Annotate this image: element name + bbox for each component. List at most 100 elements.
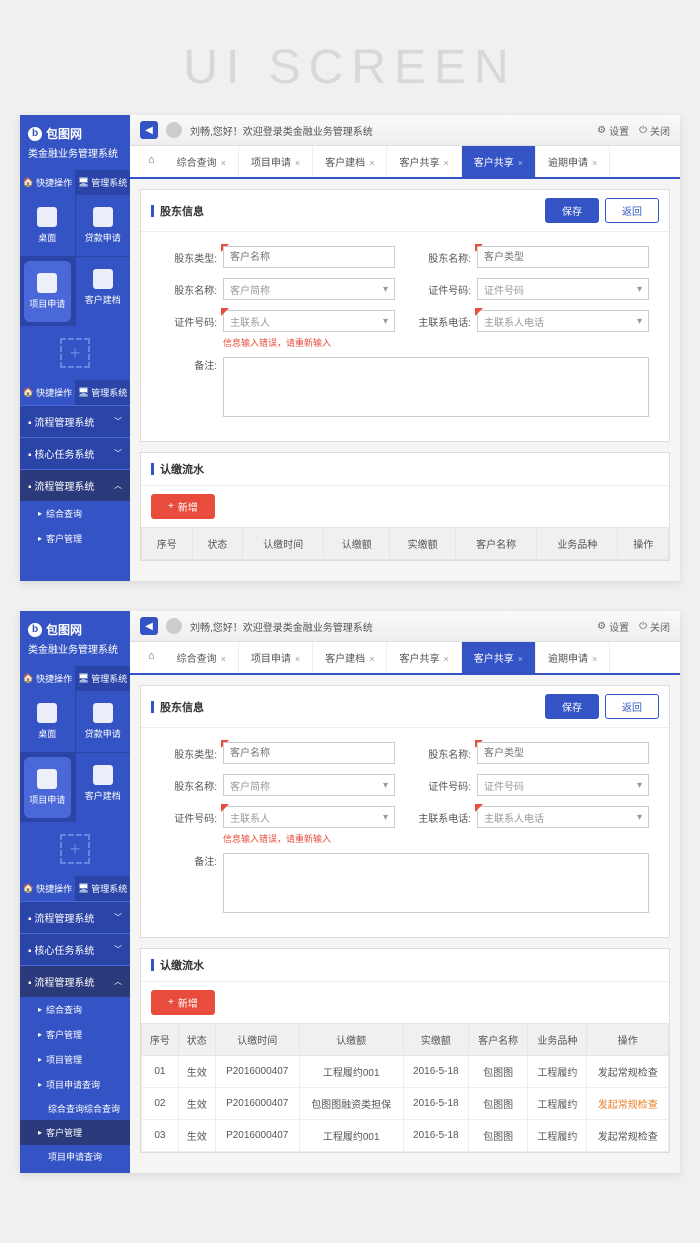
page-title: UI SCREEN (20, 40, 680, 95)
sub-customer-active[interactable]: 客户管理 (20, 1120, 130, 1145)
input-f2[interactable] (477, 246, 649, 268)
close-link[interactable]: ⏻ 关闭 (639, 123, 670, 138)
th-5: 客户名称 (456, 528, 537, 560)
side-tab-quick[interactable]: 🏠 快捷操作 (20, 170, 75, 195)
side-tab-quick-2[interactable]: 🏠 快捷操作 (20, 380, 75, 405)
home-tab-b[interactable]: ⌂ (138, 642, 165, 673)
add-button-b[interactable]: + 新增 (151, 990, 215, 1015)
tab-4[interactable]: 客户共享× (462, 146, 536, 177)
select-f4[interactable]: 证件号码▾ (477, 278, 649, 300)
sub-customer[interactable]: 客户管理 (20, 526, 130, 551)
sub-customer-b[interactable]: 客户管理 (20, 1022, 130, 1047)
home-tab[interactable]: ⌂ (138, 146, 165, 177)
select-f5-b[interactable]: 主联系人▾ (223, 806, 395, 828)
avatar-b (166, 618, 182, 634)
save-button-b[interactable]: 保存 (545, 694, 599, 719)
quick-project[interactable]: 项目申请 (24, 261, 71, 322)
sub-projquery-b[interactable]: 项目申请查询 (20, 1072, 130, 1097)
th-6: 业务品种 (537, 528, 618, 560)
back-button-b[interactable]: ◀ (140, 617, 158, 635)
section-process-b[interactable]: ▪ 流程管理系统﹀ (20, 902, 130, 933)
section-process2[interactable]: ▪ 流程管理系统︿ (20, 470, 130, 501)
logo-icon-2: b (28, 623, 42, 637)
subsub-combo[interactable]: 综合查询综合查询 (20, 1097, 130, 1120)
th-7: 操作 (618, 528, 669, 560)
select-f5[interactable]: 主联系人▾ (223, 310, 395, 332)
flow-table: 序号 状态 认缴时间 认缴额 实缴额 客户名称 业务品种 操作 (141, 527, 669, 560)
system-name: 类金融业务管理系统 (28, 145, 122, 160)
back-button-panel[interactable]: 返回 (605, 198, 659, 223)
section-process2-b[interactable]: ▪ 流程管理系统︿ (20, 966, 130, 997)
tab-b3[interactable]: 客户共享× (387, 642, 461, 673)
logo-icon: b (28, 127, 42, 141)
flow-table-b: 序号状态认缴时间认缴额 实缴额客户名称业务品种操作 01生效P201600040… (141, 1023, 669, 1152)
quick-desktop[interactable]: 桌面 (20, 195, 75, 256)
tab-row: ⌂ 综合查询× 项目申请× 客户建档× 客户共享× 客户共享× 逾期申请× (130, 146, 680, 179)
sub-query-b[interactable]: 综合查询 (20, 997, 130, 1022)
sidebar-2: b包图网 类金融业务管理系统 🏠 快捷操作 🖥 管理系统 桌面 贷款申请 项目申… (20, 611, 130, 1173)
sidebar: b 包图网 类金融业务管理系统 🏠 快捷操作 🖥 管理系统 桌面 贷款申请 项目… (20, 115, 130, 581)
label-f2: 股东名称: (415, 250, 471, 265)
add-button[interactable]: + 新增 (151, 494, 215, 519)
input-f2-b[interactable] (477, 742, 649, 764)
panel-shareholder: 股东信息 保存 返回 股东类型: 股东名称: 股东名称:客户简称▾ (140, 189, 670, 442)
tab-b2[interactable]: 客户建档× (313, 642, 387, 673)
add-quick-button[interactable]: + (60, 338, 90, 368)
select-f3-b[interactable]: 客户简称▾ (223, 774, 395, 796)
select-f6[interactable]: 主联系人电话▾ (477, 310, 649, 332)
side-tab-manage-2[interactable]: 🖥 管理系统 (75, 380, 130, 405)
select-f3[interactable]: 客户简称▾ (223, 278, 395, 300)
section-process[interactable]: ▪ 流程管理系统﹀ (20, 406, 130, 437)
quick-desktop-b[interactable]: 桌面 (20, 691, 75, 752)
quick-customer[interactable]: 客户建档 (76, 257, 131, 326)
label-f1: 股东类型: (161, 250, 217, 265)
tab-3[interactable]: 客户共享× (387, 146, 461, 177)
table-row[interactable]: 01生效P2016000407工程履约001 2016-5-18包图图工程履约发… (142, 1056, 669, 1088)
quick-loan[interactable]: 贷款申请 (76, 195, 131, 256)
section-core-b[interactable]: ▪ 核心任务系统﹀ (20, 934, 130, 965)
quick-loan-b[interactable]: 贷款申请 (76, 691, 131, 752)
add-quick-button-b[interactable]: + (60, 834, 90, 864)
logo-name: 包图网 (46, 125, 82, 142)
welcome-text: 刘畅,您好！欢迎登录类金融业务管理系统 (190, 123, 589, 138)
th-4: 实缴额 (390, 528, 456, 560)
select-f6-b[interactable]: 主联系人电话▾ (477, 806, 649, 828)
sub-query[interactable]: 综合查询 (20, 501, 130, 526)
side-tab-manage-b[interactable]: 🖥 管理系统 (75, 666, 130, 691)
textarea-remark[interactable] (223, 357, 649, 417)
tab-b5[interactable]: 逾期申请× (536, 642, 610, 673)
quick-project-b[interactable]: 项目申请 (24, 757, 71, 818)
close-link-b[interactable]: ⏻ 关闭 (639, 619, 670, 634)
tab-1[interactable]: 项目申请× (239, 146, 313, 177)
input-f1-b[interactable] (223, 742, 395, 764)
table-row[interactable]: 03生效P2016000407工程履约001 2016-5-18包图图工程履约发… (142, 1120, 669, 1152)
side-tab-manage-b2[interactable]: 🖥 管理系统 (75, 876, 130, 901)
settings-link-b[interactable]: ⚙ 设置 (597, 619, 629, 634)
back-button-panel-b[interactable]: 返回 (605, 694, 659, 719)
side-tab-quick-b2[interactable]: 🏠 快捷操作 (20, 876, 75, 901)
tab-b4[interactable]: 客户共享× (462, 642, 536, 673)
app-window-2: b包图网 类金融业务管理系统 🏠 快捷操作 🖥 管理系统 桌面 贷款申请 项目申… (20, 611, 680, 1173)
label-f6: 主联系电话: (415, 314, 471, 329)
back-button[interactable]: ◀ (140, 121, 158, 139)
section-core[interactable]: ▪ 核心任务系统﹀ (20, 438, 130, 469)
tab-2[interactable]: 客户建档× (313, 146, 387, 177)
save-button[interactable]: 保存 (545, 198, 599, 223)
side-tab-manage[interactable]: 🖥 管理系统 (75, 170, 130, 195)
side-tab-quick-b[interactable]: 🏠 快捷操作 (20, 666, 75, 691)
tab-0[interactable]: 综合查询× (165, 146, 239, 177)
input-f1[interactable] (223, 246, 395, 268)
select-f4-b[interactable]: 证件号码▾ (477, 774, 649, 796)
sub-project-b[interactable]: 项目管理 (20, 1047, 130, 1072)
topbar: ◀ 刘畅,您好！欢迎登录类金融业务管理系统 ⚙ 设置 ⏻ 关闭 (130, 115, 680, 146)
tab-b1[interactable]: 项目申请× (239, 642, 313, 673)
textarea-remark-b[interactable] (223, 853, 649, 913)
tab-b0[interactable]: 综合查询× (165, 642, 239, 673)
settings-link[interactable]: ⚙ 设置 (597, 123, 629, 138)
app-window-1: b 包图网 类金融业务管理系统 🏠 快捷操作 🖥 管理系统 桌面 贷款申请 项目… (20, 115, 680, 581)
table-row[interactable]: 02生效P2016000407包图图融资类担保 2016-5-18包图图工程履约… (142, 1088, 669, 1120)
quick-customer-b[interactable]: 客户建档 (76, 753, 131, 822)
th-2: 认缴时间 (243, 528, 324, 560)
subsub-proj-apply[interactable]: 项目申请查询 (20, 1145, 130, 1168)
tab-5[interactable]: 逾期申请× (536, 146, 610, 177)
